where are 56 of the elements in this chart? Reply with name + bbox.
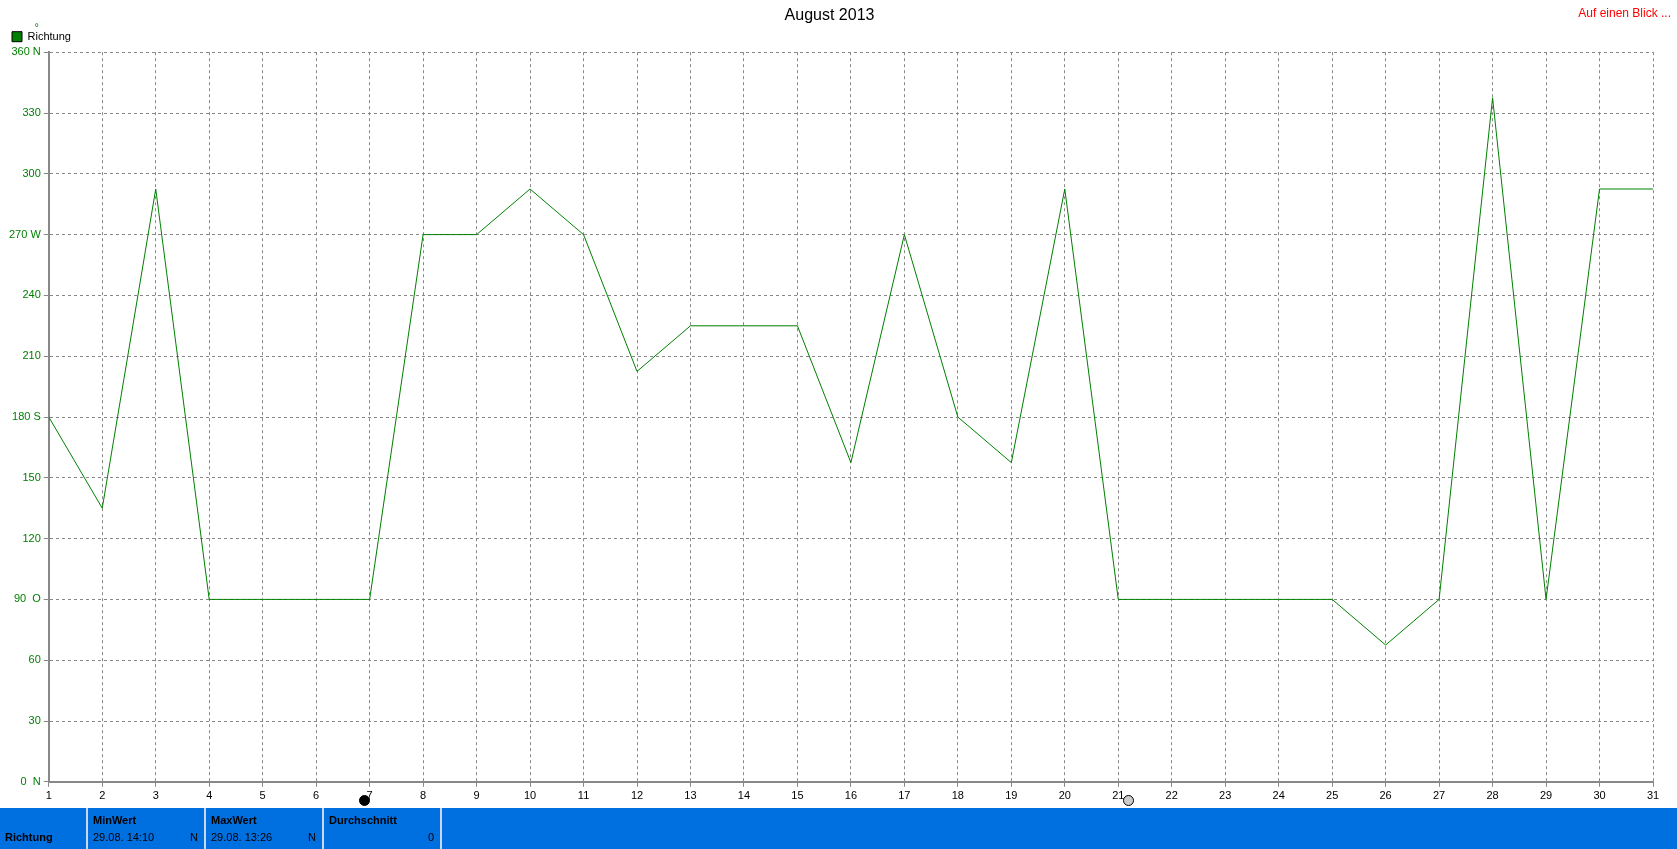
y-tick-label: 150 xyxy=(22,470,41,483)
y-tick-label: 90 O xyxy=(13,592,42,605)
text: Durchschnitt xyxy=(329,814,397,826)
x-tick-label: 5 xyxy=(259,789,266,802)
y-tick-label: 330 xyxy=(22,106,41,119)
x-tick-label: 28 xyxy=(1486,789,1499,802)
x-tick-label: 3 xyxy=(152,789,159,802)
x-tick-label: 8 xyxy=(420,789,427,802)
x-tick-label: 6 xyxy=(313,789,320,802)
x-tick-label: 24 xyxy=(1272,789,1285,802)
y-tick-label: 60 xyxy=(28,653,41,666)
y-tick-label: 0 N xyxy=(20,774,41,787)
x-tick-label: 15 xyxy=(791,789,804,802)
x-tick-label: 27 xyxy=(1432,789,1446,802)
text: 29.08. 13:26 xyxy=(211,831,273,843)
x-tick-label: 31 xyxy=(1646,789,1660,802)
y-tick-label: 240 xyxy=(22,288,41,301)
x-tick-label: 14 xyxy=(737,789,751,802)
x-tick-label: 13 xyxy=(684,789,697,802)
text: N xyxy=(308,831,316,843)
y-tick-label: 30 xyxy=(28,714,41,727)
chart-title: August 2013 xyxy=(784,6,875,24)
x-tick-label: 23 xyxy=(1219,789,1232,802)
x-tick-label: 30 xyxy=(1593,789,1606,802)
text: Richtung xyxy=(5,831,53,843)
text: MinWert xyxy=(93,814,137,826)
x-tick-label: 7 xyxy=(366,789,373,802)
text: 0 xyxy=(427,831,434,843)
text: N xyxy=(190,831,198,843)
x-tick-label: 25 xyxy=(1326,789,1339,802)
x-tick-label: 29 xyxy=(1539,789,1553,802)
y-tick-label: 300 xyxy=(22,166,41,179)
x-tick-label: 4 xyxy=(206,789,213,802)
y-tick-label: 360 N xyxy=(11,45,41,58)
x-tick-label: 1 xyxy=(45,789,52,802)
x-tick-label: 18 xyxy=(951,789,964,802)
legend-label: Richtung xyxy=(27,29,71,42)
text: Auf einen Blick ... xyxy=(1578,6,1671,20)
x-tick-label: 17 xyxy=(898,789,911,802)
x-tick-label: 11 xyxy=(577,789,590,802)
x-tick-label: 16 xyxy=(844,789,858,802)
x-tick-label: 21 xyxy=(1112,789,1125,802)
x-tick-label: 26 xyxy=(1379,789,1392,802)
x-tick-label: 22 xyxy=(1165,789,1178,802)
x-tick-label: 10 xyxy=(523,789,537,802)
y-tick-label: 120 xyxy=(22,531,41,544)
text: 29.08. 14:10 xyxy=(93,831,155,843)
x-tick-label: 9 xyxy=(473,789,480,802)
x-tick-label: 19 xyxy=(1005,789,1018,802)
text: MaxWert xyxy=(211,814,257,826)
y-tick-label: 180 S xyxy=(12,410,41,423)
x-tick-label: 12 xyxy=(630,789,644,802)
x-tick-label: 20 xyxy=(1058,789,1071,802)
y-tick-label: 210 xyxy=(22,349,41,362)
x-tick-label: 2 xyxy=(99,789,106,802)
y-tick-label: 270 W xyxy=(8,227,42,240)
